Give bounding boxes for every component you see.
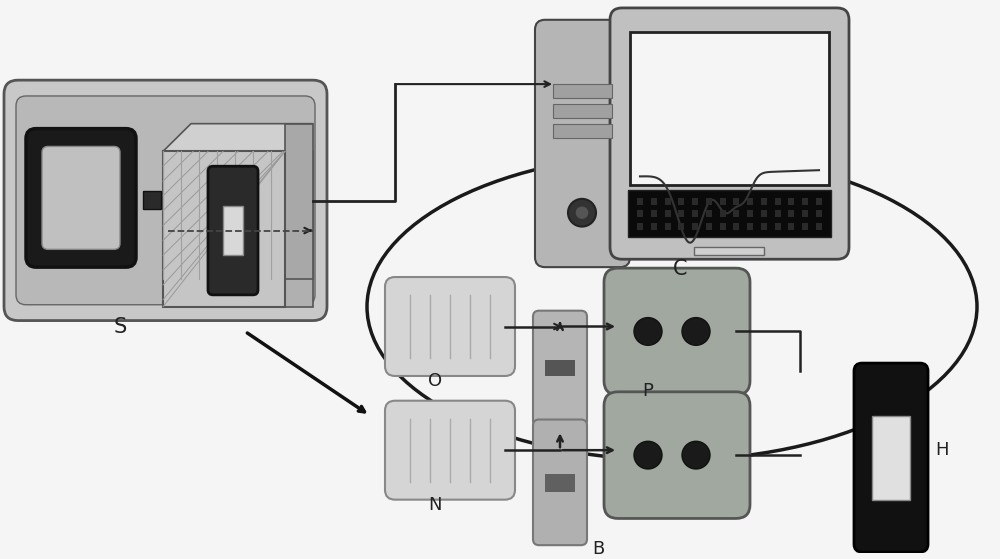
Bar [775, 222, 781, 230]
Bar [706, 210, 712, 217]
Bar [553, 104, 612, 118]
Bar [720, 222, 726, 230]
Bar [816, 222, 822, 230]
Bar [720, 210, 726, 217]
Circle shape [568, 199, 596, 226]
Bar [775, 210, 781, 217]
Bar [692, 222, 698, 230]
Bar [630, 32, 829, 185]
Bar [733, 210, 739, 217]
Bar [706, 222, 712, 230]
Bar [761, 222, 767, 230]
Bar [678, 198, 684, 205]
Bar [143, 191, 161, 209]
FancyBboxPatch shape [533, 311, 587, 427]
Bar [775, 198, 781, 205]
Circle shape [575, 206, 589, 220]
Circle shape [634, 318, 662, 345]
Circle shape [682, 441, 710, 469]
Text: S: S [113, 316, 127, 337]
FancyBboxPatch shape [535, 20, 630, 267]
Polygon shape [285, 124, 313, 279]
FancyBboxPatch shape [26, 129, 136, 267]
Circle shape [682, 318, 710, 345]
FancyBboxPatch shape [4, 80, 327, 320]
Bar [802, 222, 808, 230]
Text: P: P [643, 382, 653, 400]
FancyBboxPatch shape [854, 363, 928, 552]
Bar [651, 222, 657, 230]
Bar [163, 151, 285, 307]
Bar [747, 210, 753, 217]
Bar [802, 198, 808, 205]
Bar [720, 198, 726, 205]
Bar [553, 124, 612, 138]
Text: O: O [428, 372, 442, 390]
Bar [788, 198, 794, 205]
Text: H: H [935, 441, 949, 459]
Bar [802, 210, 808, 217]
Bar [816, 210, 822, 217]
Bar [678, 210, 684, 217]
Bar [788, 222, 794, 230]
Bar [223, 206, 243, 255]
FancyBboxPatch shape [385, 277, 515, 376]
FancyBboxPatch shape [16, 96, 315, 305]
FancyBboxPatch shape [533, 419, 587, 545]
FancyBboxPatch shape [385, 401, 515, 500]
Bar [651, 198, 657, 205]
Bar [665, 198, 671, 205]
Bar [733, 222, 739, 230]
Bar [761, 210, 767, 217]
FancyBboxPatch shape [610, 8, 849, 259]
Text: N: N [428, 496, 442, 514]
Bar [637, 198, 643, 205]
Bar [788, 210, 794, 217]
Bar [545, 360, 575, 376]
Text: C: C [673, 259, 687, 279]
Bar [665, 210, 671, 217]
Bar [747, 222, 753, 230]
Bar [692, 210, 698, 217]
Bar [628, 190, 831, 238]
FancyBboxPatch shape [208, 166, 258, 295]
Polygon shape [163, 124, 313, 151]
Bar [872, 415, 910, 500]
Bar [191, 151, 313, 307]
Bar [747, 198, 753, 205]
Bar [553, 84, 612, 98]
Bar [637, 222, 643, 230]
Bar [678, 222, 684, 230]
Text: B: B [592, 540, 604, 558]
Bar [761, 198, 767, 205]
Bar [733, 198, 739, 205]
Bar [665, 222, 671, 230]
Bar [637, 210, 643, 217]
Bar [816, 198, 822, 205]
Bar [694, 247, 764, 255]
FancyBboxPatch shape [604, 268, 750, 395]
Bar [651, 210, 657, 217]
FancyBboxPatch shape [42, 146, 120, 249]
Circle shape [634, 441, 662, 469]
Bar [706, 198, 712, 205]
FancyBboxPatch shape [604, 392, 750, 518]
Bar [692, 198, 698, 205]
Bar [545, 474, 575, 492]
